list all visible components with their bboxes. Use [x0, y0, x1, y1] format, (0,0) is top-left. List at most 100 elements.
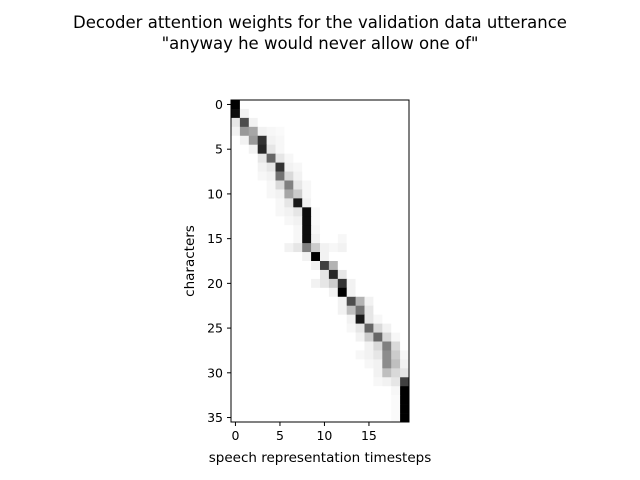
heatmap-cell	[257, 386, 267, 396]
heatmap-cell	[275, 332, 285, 342]
heatmap-cell	[337, 305, 348, 316]
y-tick-label: 35	[207, 410, 223, 425]
chart-title: Decoder attention weights for the valida…	[73, 13, 567, 32]
heatmap-cell	[248, 269, 259, 280]
heatmap-cell	[248, 108, 259, 119]
heatmap-cell	[391, 287, 401, 298]
heatmap-cell	[373, 207, 383, 217]
heatmap-cell	[231, 108, 241, 119]
heatmap-cell	[328, 332, 339, 342]
y-tick-label: 10	[207, 186, 223, 201]
heatmap-cell	[257, 287, 267, 298]
heatmap-cell	[337, 261, 348, 271]
heatmap-cell	[346, 404, 356, 414]
heatmap-cell	[266, 341, 276, 351]
heatmap-cell	[391, 386, 401, 396]
heatmap-cell	[355, 108, 365, 119]
heatmap-cell	[337, 126, 348, 137]
heatmap-cell	[364, 207, 374, 217]
heatmap-cell	[239, 314, 250, 324]
heatmap-cell	[302, 305, 312, 316]
heatmap-cell	[284, 207, 294, 217]
heatmap-cell	[275, 377, 285, 387]
heatmap-cell	[320, 332, 330, 342]
heatmap-cell	[382, 225, 392, 235]
heatmap-cell	[400, 135, 410, 146]
heatmap-cell	[337, 144, 348, 155]
heatmap-cell	[400, 404, 410, 414]
heatmap-cell	[328, 100, 339, 110]
heatmap-cell	[355, 395, 365, 405]
heatmap-cell	[320, 180, 330, 190]
heatmap-cell	[364, 341, 374, 351]
heatmap-cell	[248, 171, 259, 181]
heatmap-cell	[346, 359, 356, 369]
heatmap-cell	[391, 207, 401, 217]
heatmap-cell	[231, 368, 241, 378]
heatmap-cell	[328, 126, 339, 137]
heatmap-cell	[293, 100, 303, 110]
heatmap-cell	[373, 144, 383, 155]
heatmap-cell	[391, 144, 401, 155]
heatmap-cell	[302, 126, 312, 137]
heatmap-cell	[337, 287, 348, 298]
heatmap-cell	[391, 395, 401, 405]
heatmap-cell	[328, 198, 339, 208]
heatmap-cell	[248, 261, 259, 271]
heatmap-cell	[382, 108, 392, 119]
heatmap-cell	[337, 243, 348, 253]
heatmap-cell	[355, 261, 365, 271]
heatmap-cell	[373, 404, 383, 414]
heatmap-cell	[248, 287, 259, 298]
heatmap-cell	[364, 216, 374, 226]
heatmap-cell	[284, 278, 294, 289]
heatmap-cell	[364, 386, 374, 396]
heatmap-cell	[320, 314, 330, 324]
heatmap-cell	[293, 198, 303, 208]
heatmap-cell	[284, 261, 294, 271]
heatmap-cell	[400, 144, 410, 155]
heatmap-cell	[275, 198, 285, 208]
heatmap-cell	[284, 359, 294, 369]
heatmap-cell	[239, 180, 250, 190]
heatmap-cell	[391, 252, 401, 262]
heatmap-cell	[320, 287, 330, 298]
heatmap-cell	[248, 126, 259, 137]
heatmap-cell	[391, 234, 401, 244]
heatmap-cell	[364, 225, 374, 235]
heatmap-cell	[275, 269, 285, 280]
heatmap-cell	[248, 243, 259, 253]
heatmap-cell	[302, 100, 312, 110]
heatmap-cell	[302, 368, 312, 378]
heatmap-cell	[328, 287, 339, 298]
heatmap-cell	[302, 350, 312, 360]
heatmap-cell	[364, 100, 374, 110]
heatmap-cell	[266, 189, 276, 199]
heatmap-cell	[364, 117, 374, 128]
heatmap-cell	[355, 225, 365, 235]
heatmap-cell	[239, 126, 250, 137]
heatmap-cell	[257, 404, 267, 414]
heatmap-cell	[231, 404, 241, 414]
heatmap-cell	[382, 287, 392, 298]
heatmap-cell	[275, 368, 285, 378]
heatmap-cell	[231, 296, 241, 307]
heatmap-cell	[239, 171, 250, 181]
heatmap-cell	[231, 117, 241, 128]
heatmap-cell	[391, 225, 401, 235]
x-tick-label: 10	[316, 428, 332, 443]
y-tick-label: 25	[207, 321, 223, 336]
heatmap-cell	[364, 108, 374, 119]
heatmap-cell	[284, 198, 294, 208]
heatmap-cell	[337, 234, 348, 244]
heatmap-cell	[400, 359, 410, 369]
heatmap-cell	[346, 305, 356, 316]
heatmap-cell	[266, 198, 276, 208]
heatmap-cell	[346, 287, 356, 298]
heatmap-cell	[373, 296, 383, 307]
heatmap-cell	[328, 413, 339, 423]
heatmap-cell	[239, 207, 250, 217]
heatmap-cell	[364, 234, 374, 244]
heatmap-cell	[400, 395, 410, 405]
heatmap-cell	[248, 189, 259, 199]
